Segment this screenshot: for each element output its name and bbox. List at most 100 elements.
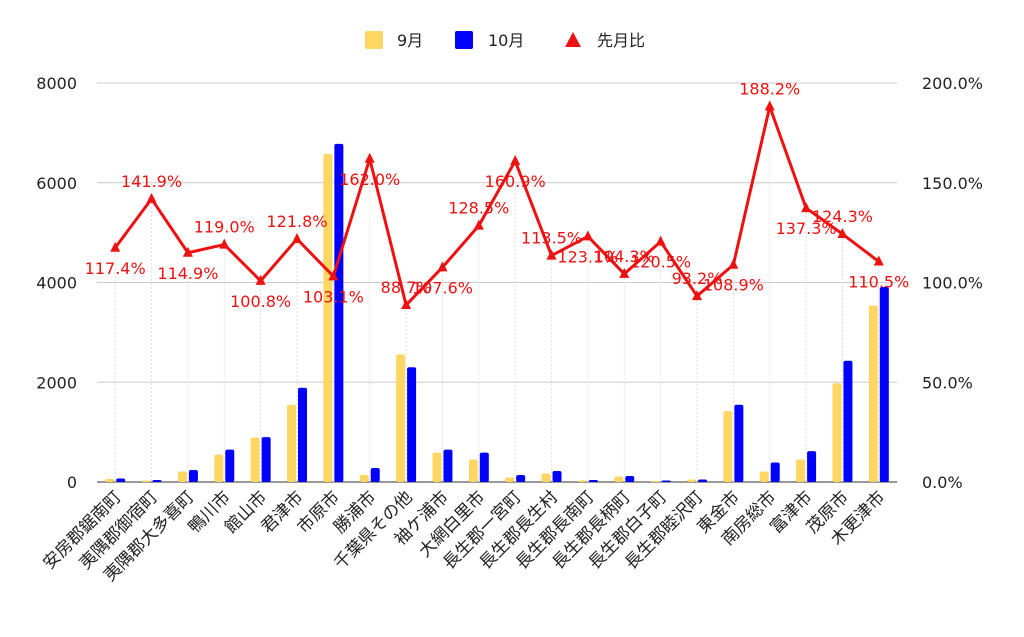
ratio-line-path xyxy=(113,105,880,307)
bar-sep xyxy=(723,411,733,482)
ratio-data-label: 162.0% xyxy=(339,170,400,189)
bar-sep xyxy=(287,404,296,482)
bar-sep xyxy=(759,471,769,482)
ratio-data-label: 128.5% xyxy=(448,199,509,218)
bar-sep xyxy=(396,354,406,482)
ratio-data-label: 188.2% xyxy=(739,80,800,99)
ratio-data-label: 110.5% xyxy=(848,273,909,292)
ratio-data-label: 123.1% xyxy=(557,247,618,266)
ratio-data-label: 103.1% xyxy=(303,287,364,306)
x-axis-labels: 安房郡鋸南町夷隅郡御宿町夷隅郡大多喜町鴨川市館山市君津市市原市勝浦市千葉県その他… xyxy=(39,487,889,585)
ratio-marker xyxy=(837,228,848,239)
bar-oct xyxy=(516,475,526,482)
ratio-marker xyxy=(328,270,339,281)
y-right-tick-label: 150.0% xyxy=(922,174,983,193)
ratio-data-label: 117.4% xyxy=(85,259,146,278)
bar-oct xyxy=(479,452,489,482)
bar-sep xyxy=(323,153,333,482)
bar-sep xyxy=(141,480,151,482)
ratio-marker xyxy=(764,100,775,111)
ratio-data-label: 121.8% xyxy=(266,212,327,231)
ratio-marker xyxy=(219,238,230,249)
bar-oct xyxy=(588,480,598,482)
y-right-tick-label: 50.0% xyxy=(922,373,973,392)
bar-sep xyxy=(250,437,260,482)
bar-sep xyxy=(541,473,551,482)
ratio-marker xyxy=(473,219,484,230)
ratio-marker xyxy=(255,274,266,285)
ratio-data-label: 137.3% xyxy=(776,219,837,238)
bar-oct xyxy=(152,480,162,482)
bar-oct xyxy=(879,286,889,482)
ratio-marker xyxy=(582,230,593,241)
ratio-marker xyxy=(146,192,157,203)
bars xyxy=(105,143,889,482)
legend-swatch-sep xyxy=(365,31,383,49)
legend: 9月 10月 先月比 xyxy=(365,31,645,50)
bar-sep xyxy=(614,476,624,482)
y-left-tick-label: 2000 xyxy=(36,373,77,392)
ratio-data-label: 120.5% xyxy=(630,253,691,272)
bar-oct xyxy=(261,437,271,482)
y-right-tick-label: 200.0% xyxy=(922,74,983,93)
bar-sep xyxy=(468,459,478,482)
y-left-tick-label: 4000 xyxy=(36,274,77,293)
y-left-tick-label: 8000 xyxy=(36,74,77,93)
bar-oct xyxy=(661,480,671,482)
ratio-data-label: 160.9% xyxy=(485,172,546,191)
bar-oct xyxy=(188,470,198,482)
bar-oct xyxy=(116,478,126,482)
bar-oct xyxy=(843,360,853,482)
bar-oct xyxy=(298,387,307,482)
y-right-tick-label: 0.0% xyxy=(922,473,963,492)
bar-oct xyxy=(807,451,817,482)
legend-marker-ratio xyxy=(565,32,581,47)
ratio-data-label: 114.9% xyxy=(157,264,218,283)
bar-sep xyxy=(177,471,187,482)
ratio-line: 117.4% 141.9% 114.9% 119.0% 100.8% 121.8% 103.… xyxy=(85,80,909,482)
ratio-marker xyxy=(655,235,666,246)
y-right-tick-label: 100.0% xyxy=(922,274,983,293)
axes: 0 0.0% 2000 50.0% 4000 100.0% 6000 150.0% 8000 20… xyxy=(36,74,983,492)
bar-oct xyxy=(334,143,344,482)
bar-sep xyxy=(105,479,115,482)
bar-sep xyxy=(359,475,369,482)
bar-sep xyxy=(432,452,442,482)
legend-label-ratio: 先月比 xyxy=(597,31,645,50)
bar-oct xyxy=(552,471,562,482)
bar-oct xyxy=(225,449,235,482)
bar-sep xyxy=(505,477,515,482)
ratio-marker xyxy=(873,255,884,266)
bar-sep xyxy=(214,454,224,482)
ratio-marker xyxy=(182,246,193,257)
bar-oct xyxy=(407,367,417,482)
ratio-marker xyxy=(292,233,302,244)
y-left-tick-label: 6000 xyxy=(36,174,77,193)
bar-sep xyxy=(832,383,842,482)
bar-sep xyxy=(868,305,878,482)
ratio-marker xyxy=(728,258,739,269)
bar-oct xyxy=(770,462,780,482)
bar-sep xyxy=(650,481,660,482)
legend-swatch-oct xyxy=(455,31,473,49)
bar-oct xyxy=(443,449,453,482)
legend-label-oct: 10月 xyxy=(488,31,524,50)
bar-sep xyxy=(577,480,587,482)
ratio-data-label: 113.5% xyxy=(521,229,582,248)
ratio-data-label: 88.7% xyxy=(381,278,432,297)
ratio-marker xyxy=(801,202,812,213)
bar-oct xyxy=(370,468,380,482)
bar-oct xyxy=(625,476,635,482)
bar-oct xyxy=(698,479,707,482)
ratio-data-label: 119.0% xyxy=(194,218,255,237)
ratio-data-label: 104.3% xyxy=(594,247,655,266)
ratio-data-label: 141.9% xyxy=(121,172,182,191)
bar-sep xyxy=(687,479,696,482)
ratio-marker xyxy=(510,155,521,166)
ratio-marker xyxy=(619,267,630,278)
bar-oct xyxy=(734,404,744,482)
ratio-data-label: 108.9% xyxy=(703,276,764,295)
ratio-marker xyxy=(437,261,448,272)
ratio-data-label: 124.3% xyxy=(812,207,873,226)
